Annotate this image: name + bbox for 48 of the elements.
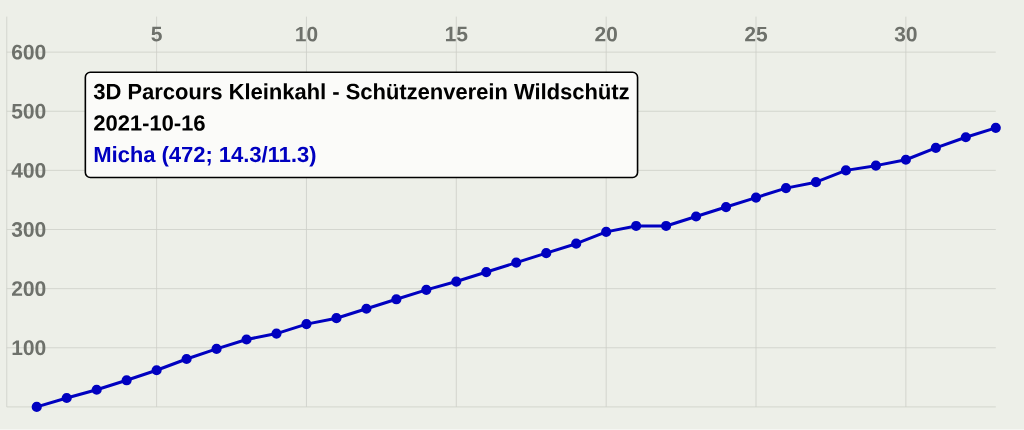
y-tick-label: 400 [11, 163, 46, 178]
point [870, 160, 881, 171]
point [720, 202, 732, 213]
y-tick-label: 300 [11, 222, 46, 238]
point [331, 313, 342, 324]
point [631, 220, 642, 232]
y-tick-label: 500 [11, 103, 46, 119]
point [421, 284, 432, 295]
point [601, 226, 612, 238]
y-tick-label: 200 [12, 281, 46, 297]
text: Micha (472; 14.3/11.3) [94, 146, 316, 167]
point [271, 328, 282, 339]
point [61, 393, 72, 404]
x-tick-label: 30 [894, 26, 917, 42]
point [451, 276, 462, 287]
point [391, 294, 402, 305]
y-tick-label: 100 [12, 340, 46, 356]
point [690, 211, 702, 222]
point [361, 303, 372, 314]
y-tick-label: 600 [12, 44, 46, 60]
x-tick-label: 5 [151, 26, 162, 42]
point [810, 177, 822, 188]
point [121, 375, 132, 386]
point [211, 343, 222, 355]
point [541, 248, 552, 259]
text: 2021-10-16 [94, 115, 205, 131]
point [780, 183, 792, 194]
point [661, 220, 672, 232]
x-tick-label: 15 [445, 26, 468, 42]
point [750, 192, 762, 203]
point [930, 142, 941, 154]
point [151, 365, 162, 376]
point [301, 319, 312, 330]
point [840, 165, 852, 176]
point [900, 154, 911, 165]
point [511, 257, 522, 268]
point [481, 267, 492, 278]
x-tick-label: 10 [296, 26, 318, 42]
text: 3D Parcours Kleinkahl - Schützenverein Wildschütz [93, 83, 629, 100]
x-tick-label: 25 [745, 26, 768, 42]
point [91, 384, 102, 395]
point [960, 132, 971, 143]
point [181, 353, 192, 365]
point [571, 238, 582, 249]
point [31, 401, 42, 413]
x-tick-label: 20 [595, 26, 617, 42]
point [241, 334, 252, 345]
point [990, 122, 1001, 133]
